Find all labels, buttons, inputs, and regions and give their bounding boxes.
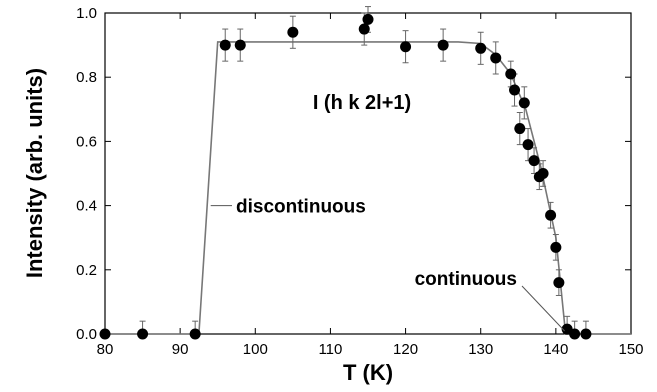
data-point <box>137 328 149 340</box>
x-tick-label: 130 <box>468 341 493 358</box>
y-axis-title: Intensity (arb. units) <box>22 68 47 278</box>
data-point <box>475 42 487 54</box>
annotations: discontinuous continuous <box>210 197 565 332</box>
data-point <box>550 241 562 253</box>
data-point <box>518 97 530 109</box>
y-tick-label: 0.4 <box>76 198 97 215</box>
plot-frame <box>104 12 632 335</box>
data-point <box>522 139 534 151</box>
fit-line <box>105 41 631 335</box>
axis-ticks <box>104 12 632 335</box>
fit-curve <box>105 41 631 335</box>
x-tick-label: 100 <box>243 341 268 358</box>
x-tick-labels: 80 90 100 110 120 130 140 150 <box>97 341 644 358</box>
data-points <box>99 13 592 340</box>
data-point <box>287 26 299 38</box>
data-point <box>569 328 581 340</box>
y-tick-label: 1.0 <box>76 5 97 22</box>
data-point <box>437 39 449 51</box>
y-tick-labels: 0.0 0.2 0.4 0.6 0.8 1.0 <box>76 5 97 343</box>
data-point <box>537 168 549 179</box>
data-point <box>545 209 557 221</box>
data-point <box>553 277 565 289</box>
data-point <box>528 155 540 167</box>
data-point <box>400 41 412 53</box>
y-tick-label: 0.8 <box>76 69 97 86</box>
data-point <box>505 68 517 80</box>
x-axis-title: T (K) <box>343 360 393 385</box>
data-point <box>358 23 370 35</box>
data-point <box>362 13 374 25</box>
data-point <box>580 328 592 340</box>
data-point <box>234 39 246 51</box>
data-point <box>514 123 526 135</box>
x-tick-label: 150 <box>618 341 643 358</box>
data-point <box>99 328 111 340</box>
data-point <box>189 328 201 340</box>
y-tick-label: 0.0 <box>76 326 97 343</box>
data-point <box>509 84 521 96</box>
x-tick-label: 120 <box>393 341 418 358</box>
data-point <box>490 52 502 64</box>
continuous-leader <box>521 285 565 332</box>
y-tick-label: 0.6 <box>76 133 97 150</box>
x-tick-label: 90 <box>172 341 189 358</box>
data-point <box>219 39 231 51</box>
error-bars <box>139 6 589 335</box>
x-tick-label: 80 <box>97 341 114 358</box>
x-tick-label: 110 <box>318 341 342 358</box>
discontinuous-label: discontinuous <box>236 197 366 218</box>
continuous-label: continuous <box>415 269 517 290</box>
series-label: I (h k 2l+1) <box>313 92 411 114</box>
y-tick-label: 0.2 <box>76 262 97 279</box>
x-tick-label: 140 <box>543 341 568 358</box>
